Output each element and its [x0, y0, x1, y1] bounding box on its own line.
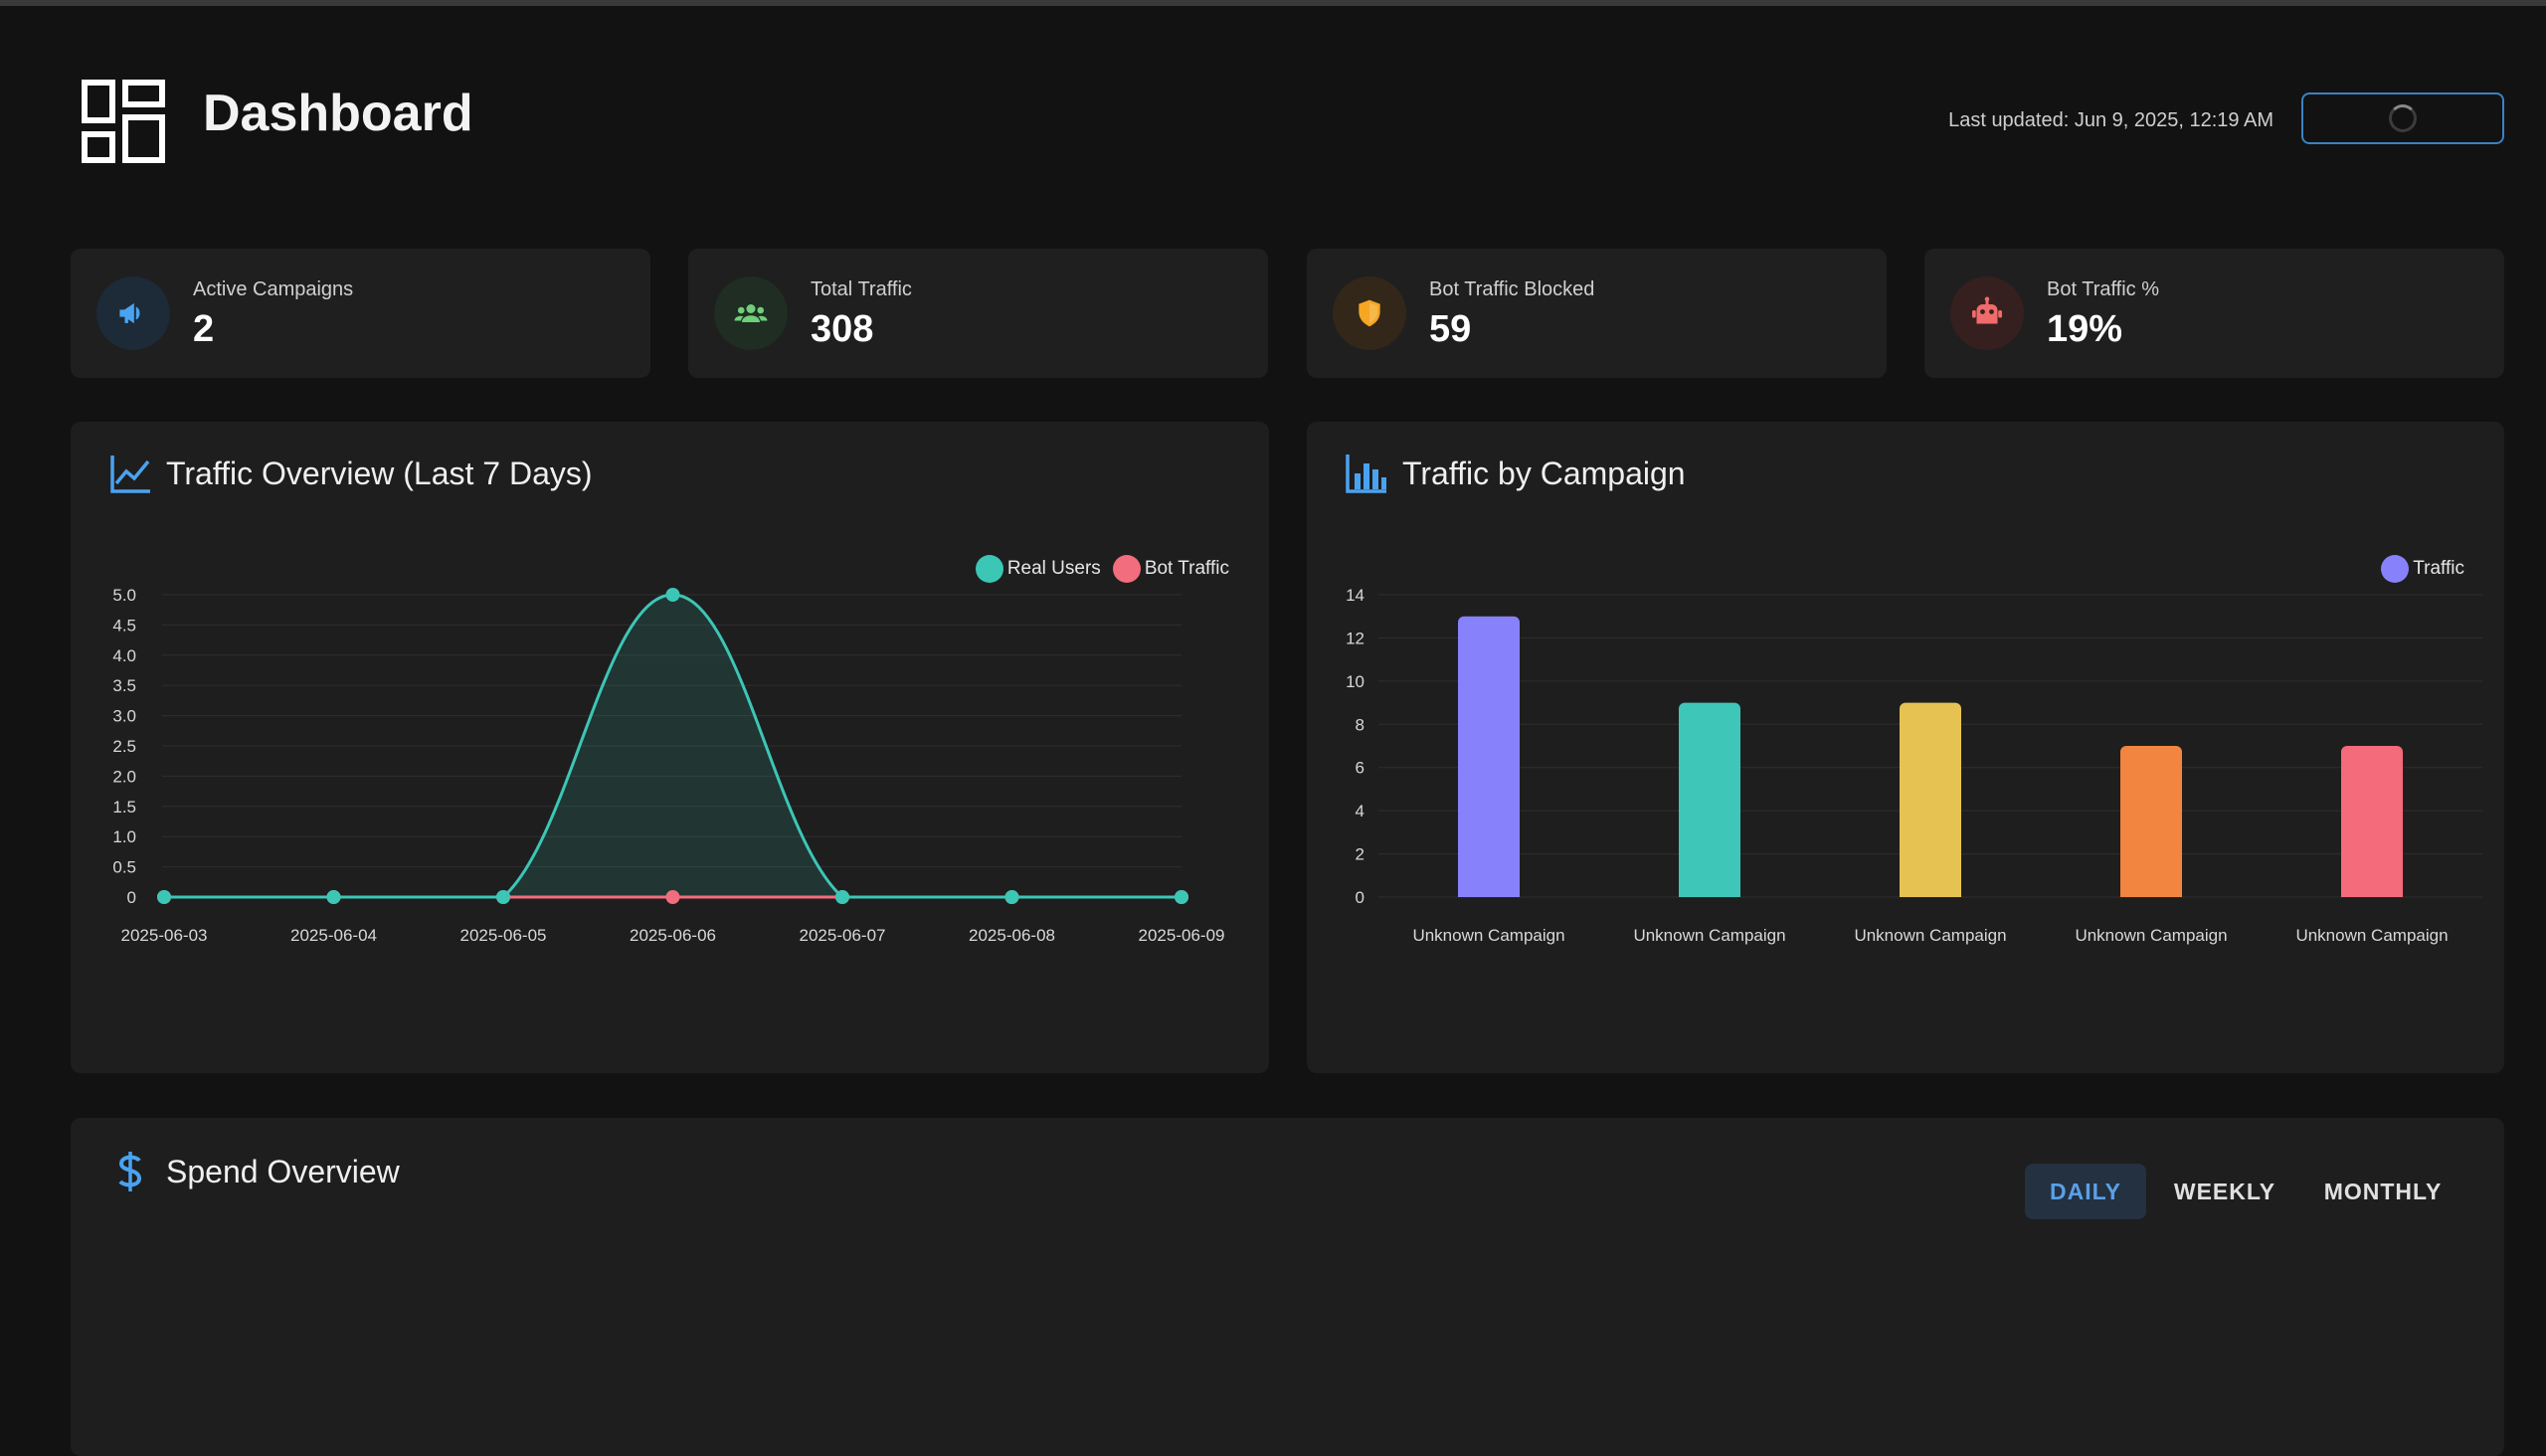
data-point-real-users [326, 890, 341, 904]
legend: Traffic [2381, 555, 2464, 583]
window-top-border [0, 0, 2546, 6]
legend-swatch-bot-traffic [1112, 555, 1141, 583]
refresh-button[interactable] [2301, 92, 2504, 144]
stat-value: 308 [811, 308, 874, 350]
y-tick-label: 1.0 [112, 827, 136, 846]
stat-value: 2 [193, 308, 215, 350]
spend-overview-panel: Spend Overview DAILY WEEKLY MONTHLY [71, 1118, 2504, 1456]
bar [1679, 702, 1740, 897]
legend-label-traffic: Traffic [2413, 558, 2464, 579]
bar [2120, 746, 2182, 897]
legend-swatch-traffic [2381, 555, 2410, 583]
panel-title: Traffic Overview (Last 7 Days) [166, 455, 593, 491]
shield-icon [1333, 276, 1406, 350]
bar [2341, 746, 2403, 897]
data-point-real-users [835, 890, 849, 904]
x-tick-label: Unknown Campaign [2075, 926, 2227, 945]
x-tick-label: 2025-06-06 [630, 926, 716, 945]
tab-daily[interactable]: DAILY [2025, 1164, 2146, 1219]
y-tick-label: 2.5 [112, 737, 136, 756]
dashboard-icon [82, 80, 165, 163]
x-tick-label: 2025-06-09 [1139, 926, 1225, 945]
traffic-overview-panel: Traffic Overview (Last 7 Days) Real User… [71, 422, 1269, 1073]
x-tick-label: Unknown Campaign [1854, 926, 2006, 945]
y-tick-label: 12 [1346, 629, 1364, 647]
y-tick-label: 10 [1346, 672, 1364, 691]
legend: Real Users Bot Traffic [975, 555, 1229, 583]
y-tick-label: 6 [1356, 759, 1364, 778]
x-tick-label: 2025-06-08 [969, 926, 1055, 945]
x-tick-label: 2025-06-07 [800, 926, 886, 945]
stat-value: 59 [1429, 308, 1472, 350]
data-point-real-users [496, 890, 510, 904]
y-tick-label: 4 [1356, 802, 1364, 820]
data-point-real-users [1175, 890, 1188, 904]
stat-card-bot-traffic-percent: Bot Traffic % 19% [1924, 249, 2504, 378]
legend-label-bot-traffic: Bot Traffic [1144, 558, 1229, 579]
bar [1458, 616, 1520, 897]
x-tick-label: Unknown Campaign [1633, 926, 1785, 945]
bar-base [2120, 889, 2182, 897]
y-tick-label: 2.0 [112, 767, 136, 786]
bar-chart-icon [1346, 455, 1386, 493]
y-tick-label: 4.0 [112, 646, 136, 665]
stat-label: Bot Traffic % [2047, 278, 2160, 300]
page-header: Dashboard Last updated: Jun 9, 2025, 12:… [82, 80, 2504, 163]
campaign-bar-chart: 0 2 4 6 8 10 12 14 Unknown Campaign Unknown Campa… [1346, 586, 2482, 945]
tab-monthly[interactable]: MONTHLY [2323, 1179, 2443, 1204]
x-tick-label: 2025-06-05 [460, 926, 547, 945]
stat-label: Total Traffic [811, 278, 912, 300]
megaphone-icon [96, 276, 170, 350]
y-tick-label: 5.0 [112, 586, 136, 605]
legend-label-real-users: Real Users [1006, 558, 1101, 579]
area-fill-real-users [164, 595, 1182, 897]
legend-swatch-real-users [975, 555, 1003, 583]
y-tick-label: 2 [1356, 845, 1364, 864]
y-tick-label: 8 [1356, 715, 1364, 734]
bar-base [1679, 889, 1740, 897]
bar-base [2341, 889, 2403, 897]
bar-base [1458, 889, 1520, 897]
x-tick-label: Unknown Campaign [2295, 926, 2448, 945]
panel-title: Spend Overview [166, 1154, 400, 1189]
stat-label: Bot Traffic Blocked [1429, 278, 1595, 300]
traffic-by-campaign-panel: Traffic by Campaign Traffic 0 2 4 6 8 10 12 14 U… [1307, 422, 2504, 1073]
x-tick-label: Unknown Campaign [1412, 926, 1564, 945]
data-point-real-users [665, 588, 680, 602]
stat-card-active-campaigns: Active Campaigns 2 [71, 249, 650, 378]
data-point-bot-traffic [665, 890, 680, 904]
line-chart-icon [110, 455, 150, 493]
y-tick-label: 14 [1346, 586, 1364, 605]
y-tick-label: 1.5 [112, 798, 136, 817]
robot-icon [1950, 276, 2024, 350]
stat-card-bot-traffic-blocked: Bot Traffic Blocked 59 [1307, 249, 1887, 378]
bar [1900, 702, 1961, 897]
y-tick-label: 3.5 [112, 676, 136, 695]
x-tick-label: 2025-06-03 [121, 926, 208, 945]
dollar-icon [118, 1152, 142, 1191]
tab-weekly[interactable]: WEEKLY [2173, 1179, 2276, 1204]
y-tick-label: 0.5 [112, 858, 136, 877]
users-icon [714, 276, 788, 350]
stat-label: Active Campaigns [193, 278, 354, 300]
y-tick-label: 3.0 [112, 707, 136, 726]
y-tick-label: 0 [127, 888, 136, 907]
panel-title: Traffic by Campaign [1402, 455, 1686, 491]
x-tick-label: 2025-06-04 [290, 926, 377, 945]
data-point-real-users [1004, 890, 1019, 904]
stat-value: 19% [2047, 308, 2123, 350]
y-tick-label: 4.5 [112, 616, 136, 635]
bar-base [1900, 889, 1961, 897]
last-updated-text: Last updated: Jun 9, 2025, 12:19 AM [1948, 109, 2273, 131]
stat-card-total-traffic: Total Traffic 308 [688, 249, 1268, 378]
page-title: Dashboard [203, 85, 473, 142]
data-point-real-users [157, 890, 171, 904]
traffic-line-chart: 0 0.5 1.0 1.5 2.0 2.5 3.0 3.5 4.0 4.5 5.0 2025-06-0… [112, 586, 1225, 945]
loading-spinner-icon [2389, 104, 2417, 132]
y-tick-label: 0 [1356, 888, 1364, 907]
